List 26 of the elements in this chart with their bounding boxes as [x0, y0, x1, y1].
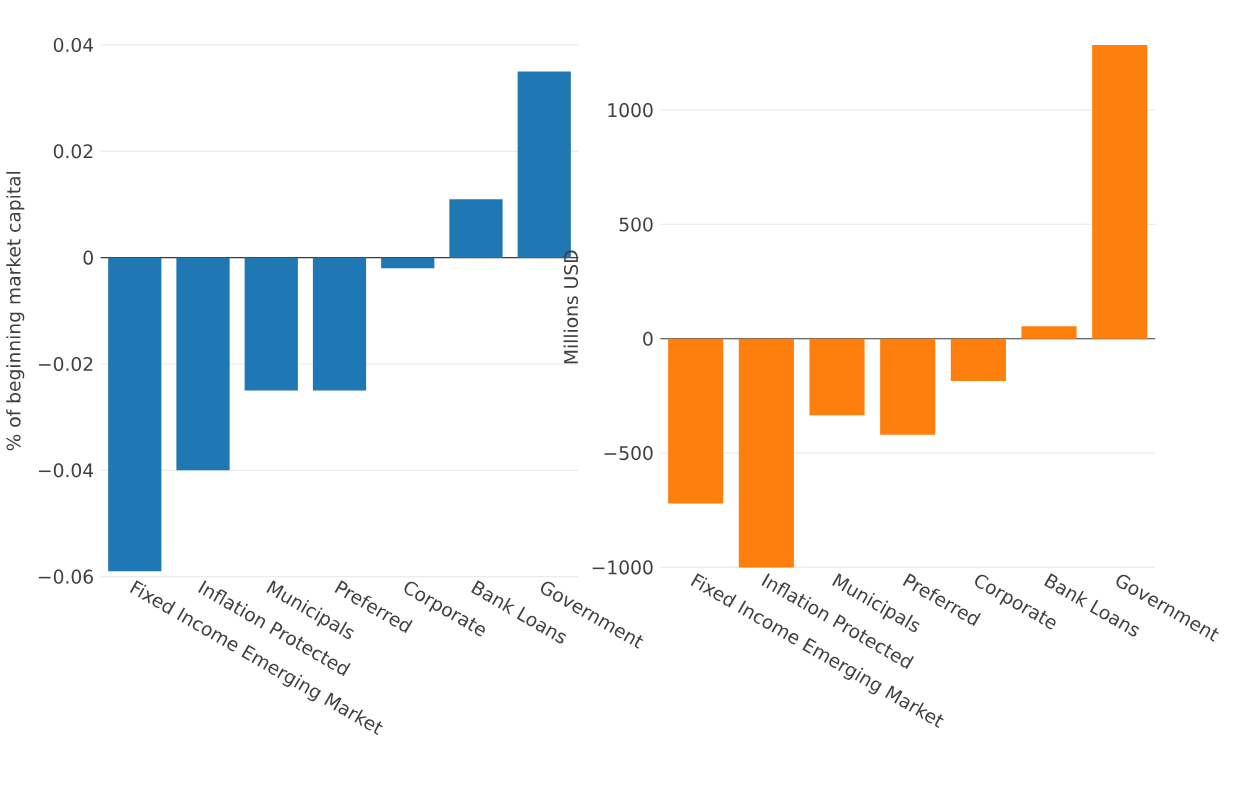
bar — [880, 338, 936, 436]
y-tick-label: 0.02 — [53, 144, 93, 159]
bar — [1092, 45, 1148, 339]
bar — [449, 199, 503, 258]
y-tick-label: −0.02 — [38, 357, 93, 372]
bar — [809, 338, 865, 416]
bar — [312, 257, 367, 391]
y-tick-label: −0.04 — [38, 463, 94, 478]
y-axis-title: % of beginning market capital — [6, 172, 25, 451]
y-tick-label: 0.04 — [53, 38, 94, 53]
bar — [176, 257, 230, 471]
y-tick-label: 1000 — [608, 103, 653, 118]
y-tick-label: 0 — [643, 331, 653, 347]
y-tick-label: 500 — [619, 217, 653, 232]
y-tick-label: −1000 — [592, 560, 653, 575]
y-tick-label: −500 — [604, 446, 653, 461]
y-tick-label: 0 — [83, 250, 93, 265]
bar — [668, 338, 724, 504]
bar — [108, 257, 162, 572]
bar — [244, 257, 298, 391]
bar — [381, 257, 435, 269]
y-tick-label: −0.06 — [38, 569, 93, 584]
bar — [738, 338, 794, 568]
y-axis-title: Millions USD — [563, 250, 579, 364]
bar — [1021, 326, 1077, 339]
bar — [950, 338, 1006, 382]
